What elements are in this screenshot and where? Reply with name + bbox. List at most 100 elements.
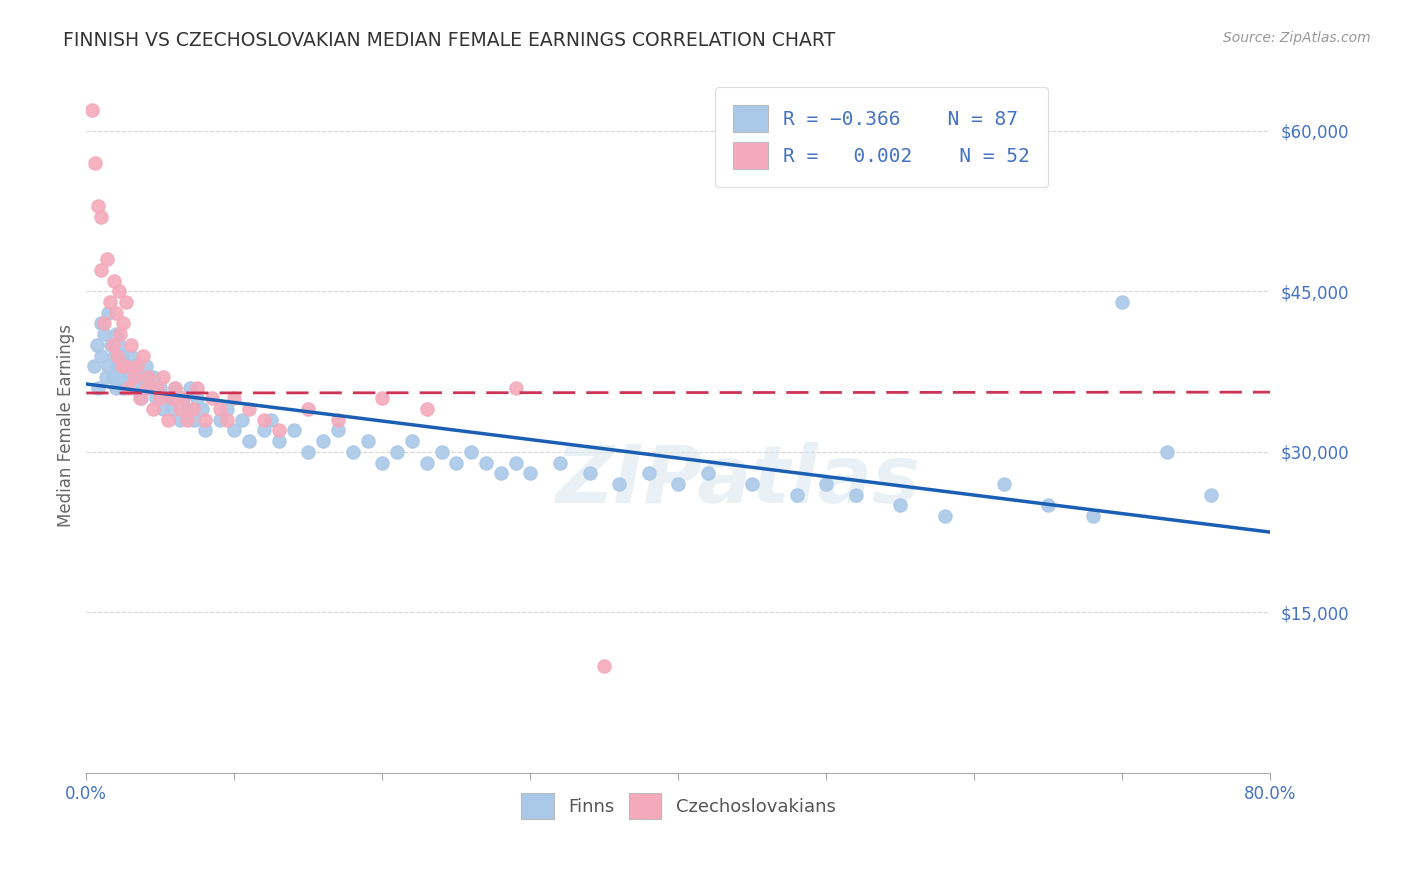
Point <box>283 424 305 438</box>
Point <box>105 359 128 374</box>
Point <box>110 370 132 384</box>
Point <box>97 359 120 374</box>
Point <box>103 274 125 288</box>
Point <box>160 402 183 417</box>
Point <box>134 381 156 395</box>
Point <box>87 199 110 213</box>
Point <box>505 381 527 395</box>
Point <box>505 456 527 470</box>
Point <box>371 456 394 470</box>
Point <box>108 285 131 299</box>
Point <box>208 413 231 427</box>
Point <box>128 392 150 406</box>
Point <box>548 456 571 470</box>
Point <box>215 413 238 427</box>
Point <box>142 402 165 417</box>
Point <box>84 156 107 170</box>
Point <box>845 488 868 502</box>
Point <box>165 381 187 395</box>
Point <box>666 477 689 491</box>
Point <box>100 338 122 352</box>
Point <box>156 413 179 427</box>
Point <box>326 424 349 438</box>
Point <box>122 370 145 384</box>
Point <box>1111 295 1133 310</box>
Point <box>1038 499 1060 513</box>
Point <box>111 359 134 374</box>
Point <box>105 349 128 363</box>
Point <box>297 402 319 417</box>
Point <box>607 477 630 491</box>
Point <box>165 381 187 395</box>
Point <box>224 424 246 438</box>
Point <box>326 413 349 427</box>
Point <box>208 402 231 417</box>
Point <box>934 508 956 523</box>
Point <box>82 103 104 117</box>
Point <box>815 477 838 491</box>
Point <box>416 456 439 470</box>
Point <box>120 338 142 352</box>
Point <box>90 210 112 224</box>
Point <box>114 359 136 374</box>
Point <box>889 499 911 513</box>
Point <box>131 381 153 395</box>
Point <box>145 392 167 406</box>
Point <box>104 381 127 395</box>
Point <box>124 359 146 374</box>
Point <box>115 295 138 310</box>
Point <box>103 349 125 363</box>
Point <box>108 338 131 352</box>
Point <box>129 392 152 406</box>
Point <box>90 349 112 363</box>
Point <box>117 381 139 395</box>
Point <box>114 359 136 374</box>
Point <box>183 413 205 427</box>
Point <box>176 402 198 417</box>
Point <box>267 434 290 449</box>
Point <box>1156 445 1178 459</box>
Point <box>86 338 108 352</box>
Point <box>96 252 118 267</box>
Point <box>104 327 127 342</box>
Point <box>194 424 217 438</box>
Point <box>169 413 191 427</box>
Point <box>111 349 134 363</box>
Point <box>149 392 172 406</box>
Point <box>312 434 335 449</box>
Point <box>104 306 127 320</box>
Text: Source: ZipAtlas.com: Source: ZipAtlas.com <box>1223 31 1371 45</box>
Point <box>401 434 423 449</box>
Y-axis label: Median Female Earnings: Median Female Earnings <box>58 324 75 526</box>
Text: ZIPatlas: ZIPatlas <box>555 442 920 520</box>
Point <box>120 349 142 363</box>
Point <box>186 381 208 395</box>
Text: FINNISH VS CZECHOSLOVAKIAN MEDIAN FEMALE EARNINGS CORRELATION CHART: FINNISH VS CZECHOSLOVAKIAN MEDIAN FEMALE… <box>63 31 835 50</box>
Point <box>127 370 149 384</box>
Point <box>90 317 112 331</box>
Point <box>231 413 253 427</box>
Point <box>489 467 512 481</box>
Point <box>1199 488 1222 502</box>
Point <box>593 658 616 673</box>
Point <box>697 467 720 481</box>
Point <box>637 467 659 481</box>
Point <box>169 402 191 417</box>
Point <box>460 445 482 459</box>
Point <box>156 392 179 406</box>
Point <box>138 370 160 384</box>
Point <box>201 392 224 406</box>
Point <box>190 402 212 417</box>
Legend: Finns, Czechoslovakians: Finns, Czechoslovakians <box>506 779 851 833</box>
Point <box>238 434 260 449</box>
Point <box>83 359 105 374</box>
Point <box>101 370 124 384</box>
Point <box>385 445 408 459</box>
Point <box>993 477 1015 491</box>
Point <box>260 413 283 427</box>
Point <box>172 392 194 406</box>
Point <box>110 327 132 342</box>
Point <box>179 381 201 395</box>
Point <box>215 402 238 417</box>
Point <box>519 467 541 481</box>
